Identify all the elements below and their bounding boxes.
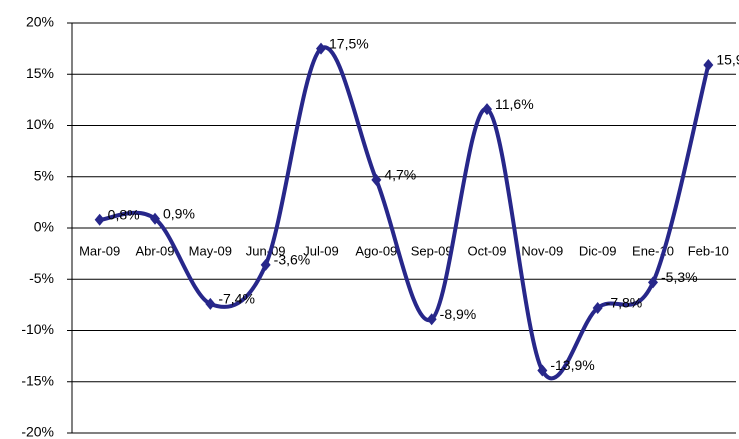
marker — [592, 301, 603, 314]
y-tick-label: 5% — [34, 167, 54, 183]
marker — [150, 212, 160, 225]
x-tick-label: Dic-09 — [579, 243, 617, 258]
x-tick-label: Ene-10 — [632, 243, 674, 258]
y-tick-label: -5% — [29, 270, 54, 286]
data-label: -7,8% — [606, 295, 643, 311]
x-tick-label: Sep-09 — [411, 243, 453, 258]
y-tick-label: -10% — [21, 321, 54, 337]
data-label: -7,4% — [218, 291, 255, 307]
marker — [703, 59, 714, 72]
x-tick-label: Ago-09 — [355, 243, 397, 258]
y-tick-label: 20% — [26, 14, 54, 30]
data-label: -5,3% — [661, 269, 698, 285]
data-label: 11,6% — [495, 96, 534, 112]
x-tick-label: Feb-10 — [688, 243, 729, 258]
marker — [260, 258, 271, 271]
x-tick-label: Jul-09 — [303, 243, 338, 258]
marker — [316, 42, 326, 55]
x-tick-label: Nov-09 — [521, 243, 563, 258]
y-tick-label: -20% — [21, 424, 54, 439]
y-tick-label: 0% — [34, 219, 54, 235]
data-label: -3,6% — [274, 252, 311, 268]
data-label: -13,9% — [550, 357, 594, 373]
x-tick-label: May-09 — [189, 243, 232, 258]
y-tick-label: 15% — [26, 65, 54, 81]
data-label: 0,8% — [108, 207, 140, 223]
data-label: 15,9% — [716, 52, 739, 68]
x-tick-label: Oct-09 — [467, 243, 506, 258]
marker — [482, 103, 492, 116]
y-tick-label: 10% — [26, 116, 54, 132]
marker — [426, 313, 437, 326]
data-label: 17,5% — [329, 35, 369, 51]
data-label: 0,9% — [163, 205, 195, 221]
marker — [648, 276, 658, 289]
x-tick-label: Mar-09 — [79, 243, 120, 258]
x-tick-label: Abr-09 — [135, 243, 174, 258]
marker — [94, 213, 105, 226]
marker — [371, 173, 382, 186]
x-tick-label: Jun-09 — [246, 243, 286, 258]
y-tick-label: -15% — [21, 372, 54, 388]
data-label: -8,9% — [440, 306, 477, 322]
marker — [205, 297, 216, 310]
data-label: 4,7% — [384, 167, 416, 183]
marker — [537, 364, 548, 377]
